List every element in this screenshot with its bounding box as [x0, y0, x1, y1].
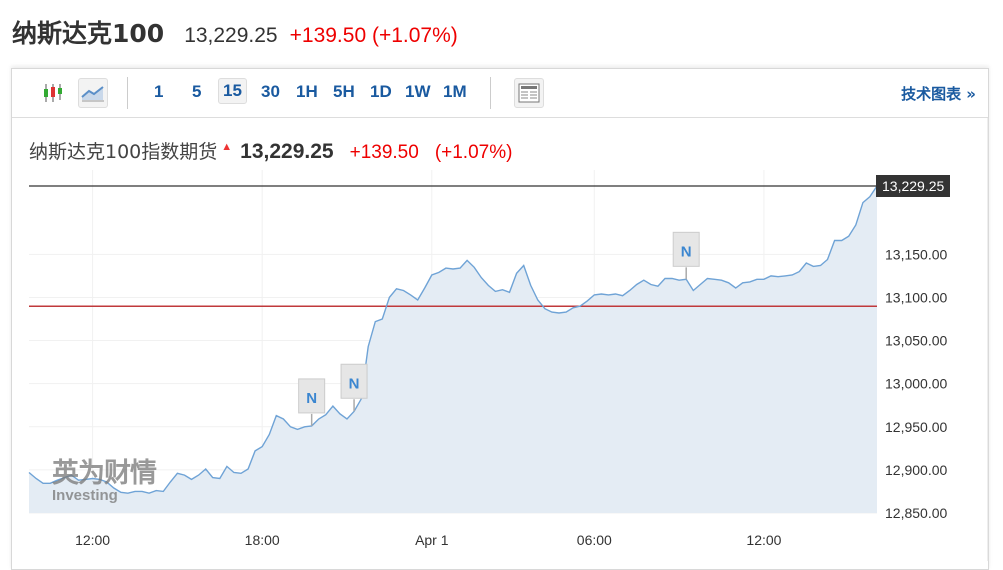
watermark-en: Investing	[52, 488, 156, 504]
watermark-cn: 英为财情	[52, 460, 156, 488]
last-price-label: 13,229.25	[882, 178, 944, 194]
y-tick-label: 13,050.00	[885, 333, 947, 349]
investing-watermark-logo: 英为财情 Investing	[52, 460, 156, 504]
news-icon: N	[681, 243, 692, 260]
y-tick-label: 13,000.00	[885, 376, 947, 392]
x-tick-label: 12:00	[75, 532, 110, 548]
x-tick-label: 18:00	[245, 532, 280, 548]
news-icon: N	[349, 375, 360, 392]
news-icon: N	[306, 390, 317, 407]
watermark-en-name: Investing	[52, 487, 118, 504]
x-tick-label: 12:00	[746, 532, 781, 548]
x-tick-label: 06:00	[577, 532, 612, 548]
y-tick-label: 12,950.00	[885, 419, 947, 435]
y-tick-label: 12,900.00	[885, 462, 947, 478]
x-tick-label: Apr 1	[415, 532, 449, 548]
y-tick-label: 13,150.00	[885, 246, 947, 262]
y-tick-label: 13,100.00	[885, 289, 947, 305]
y-tick-label: 12,850.00	[885, 505, 947, 521]
